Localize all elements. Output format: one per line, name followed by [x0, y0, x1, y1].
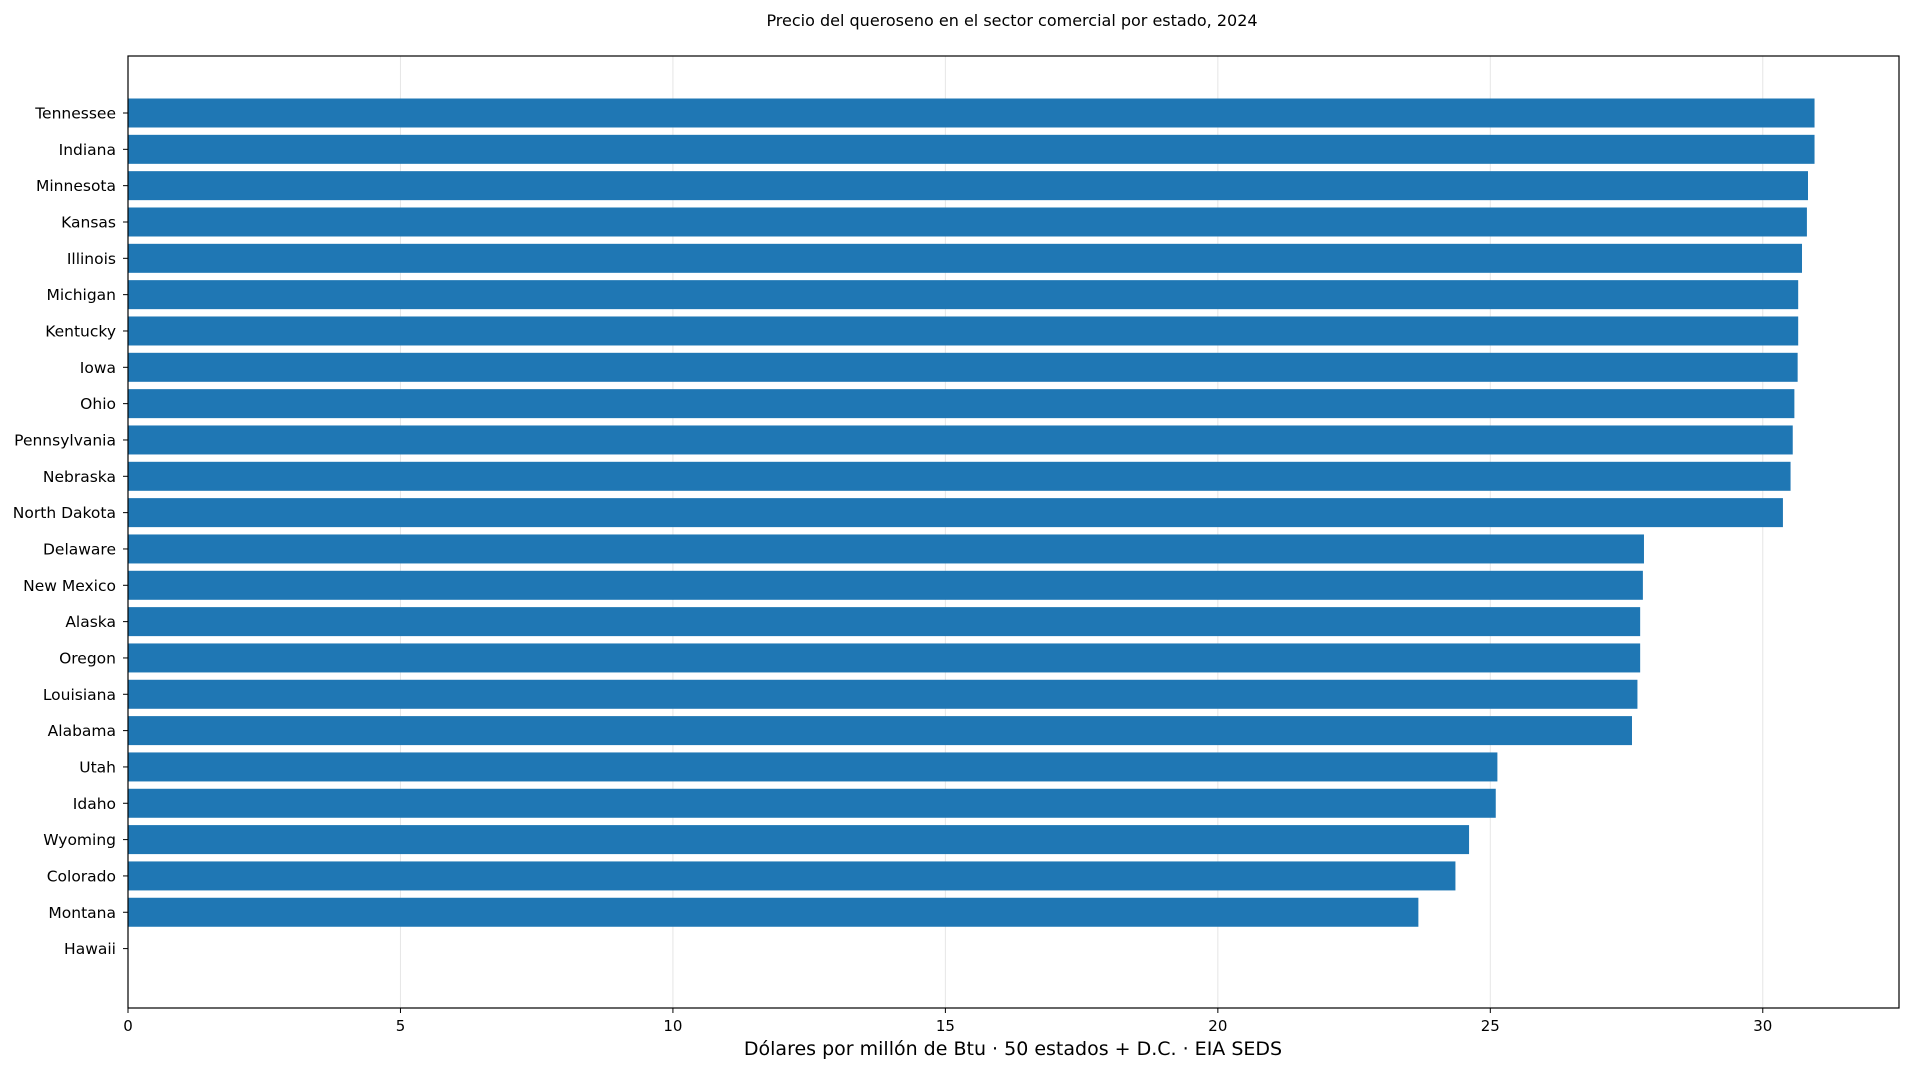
x-tick-label: 15: [936, 1017, 955, 1035]
bar: [128, 389, 1795, 419]
plot-area-frame: [127, 55, 1900, 1009]
y-tick-label: Pennsylvania: [14, 431, 116, 449]
bar: [128, 280, 1799, 310]
y-tick-label: Wyoming: [43, 831, 116, 849]
y-tick-label: Illinois: [67, 250, 116, 268]
bar: [128, 134, 1815, 164]
y-tick-label: Nebraska: [43, 468, 116, 486]
bar: [128, 352, 1798, 382]
y-tick-label: Ohio: [80, 395, 116, 413]
bar: [128, 861, 1456, 891]
bar: [128, 897, 1419, 927]
bar: [128, 498, 1783, 528]
y-tick-label: North Dakota: [13, 504, 116, 522]
y-axis-ticks: Tennessee Indiana Minnesota Kansas Illinois M…: [13, 105, 128, 958]
y-tick-label: Minnesota: [36, 177, 116, 195]
y-tick-label: Oregon: [59, 649, 116, 667]
chart-title: Precio del queroseno en el sector comerc…: [766, 11, 1257, 30]
y-tick-label: Delaware: [43, 540, 116, 558]
bar: [128, 243, 1803, 273]
bar: [128, 316, 1799, 346]
bar: [128, 607, 1641, 637]
y-tick-label: Utah: [79, 758, 116, 776]
y-tick-label: New Mexico: [23, 577, 116, 595]
bar: [128, 716, 1632, 746]
y-tick-label: Idaho: [73, 795, 116, 813]
x-tick-label: 10: [663, 1017, 682, 1035]
x-axis-label: Dólares por millón de Btu · 50 estados +…: [744, 1038, 1282, 1060]
x-tick-label: 20: [1208, 1017, 1227, 1035]
y-tick-label: Kansas: [61, 213, 116, 231]
x-tick-label: 0: [123, 1017, 133, 1035]
x-tick-label: 25: [1481, 1017, 1500, 1035]
y-tick-label: Hawaii: [64, 940, 116, 958]
y-tick-label: Iowa: [80, 359, 116, 377]
y-tick-label: Kentucky: [45, 322, 116, 340]
bar: [128, 207, 1807, 237]
bar: [128, 461, 1791, 491]
bar: [128, 752, 1498, 782]
x-tick-label: 5: [396, 1017, 406, 1035]
bar: [128, 643, 1641, 673]
y-tick-label: Alaska: [65, 613, 116, 631]
y-tick-label: Tennessee: [34, 105, 116, 123]
x-axis-ticks: 0 5 10 15 20 25 30: [123, 1008, 1772, 1035]
bars: [128, 98, 1815, 927]
y-tick-label: Alabama: [48, 722, 116, 740]
bar: [128, 171, 1808, 201]
y-tick-label: Indiana: [59, 141, 116, 159]
bar: [128, 425, 1793, 455]
y-tick-label: Louisiana: [43, 686, 116, 704]
bar: [128, 98, 1815, 128]
bar: [128, 534, 1644, 564]
y-tick-label: Montana: [48, 904, 116, 922]
bar: [128, 825, 1470, 855]
bar: [128, 679, 1638, 709]
y-tick-label: Colorado: [47, 867, 116, 885]
y-tick-label: Michigan: [47, 286, 117, 304]
bar: [128, 570, 1643, 600]
x-tick-label: 30: [1753, 1017, 1772, 1035]
bar: [128, 788, 1496, 818]
